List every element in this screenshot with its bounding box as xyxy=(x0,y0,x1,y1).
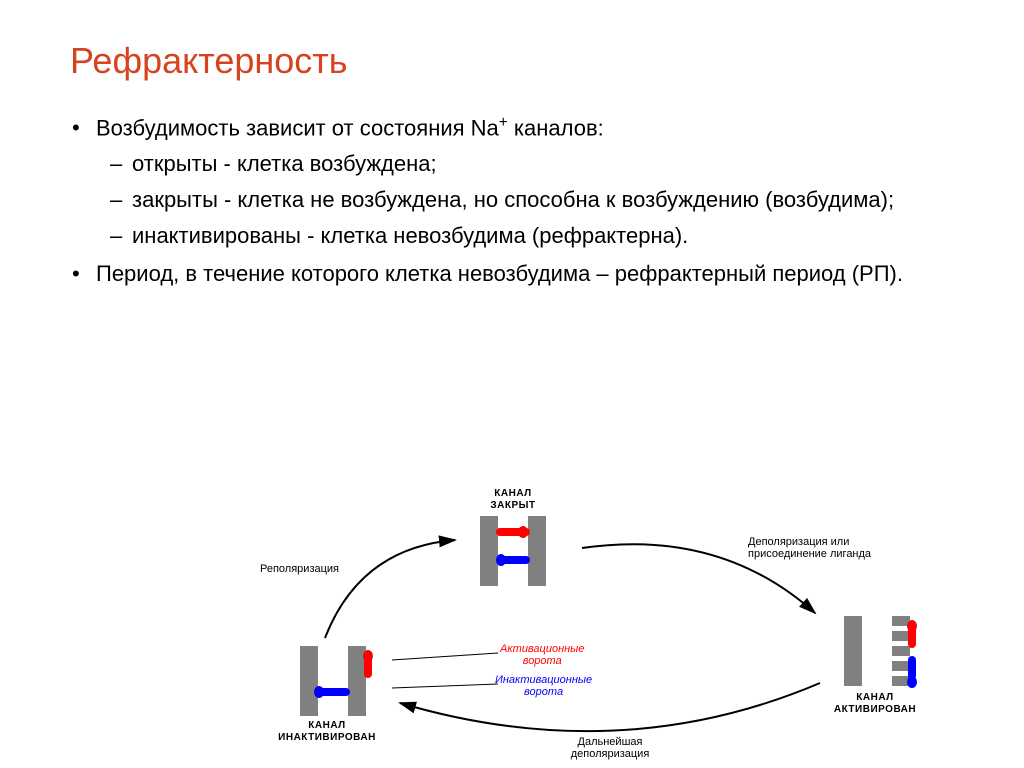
label-further-depolar: Дальнейшаядеполяризация xyxy=(540,736,680,760)
slide-content: Возбудимость зависит от состояния Na+ ка… xyxy=(60,112,964,290)
bullet-2: Период, в течение которого клетка невозб… xyxy=(96,258,964,290)
channel-cycle-diagram: КАНАЛЗАКРЫТ КАНАЛИНАКТИВИРОВАН xyxy=(0,488,1024,768)
label-depolarization: Деполяризация илиприсоединение лиганда xyxy=(748,536,908,560)
label-repolarization: Реполяризация xyxy=(260,563,339,575)
label-closed: КАНАЛЗАКРЫТ xyxy=(468,488,558,511)
channel-closed xyxy=(458,516,568,586)
slide-title: Рефрактерность xyxy=(60,40,964,82)
bullet-1-text-pre: Возбудимость зависит от состояния Na xyxy=(96,115,499,140)
bullet-1-sup: + xyxy=(499,114,508,131)
bullet-1: Возбудимость зависит от состояния Na+ ка… xyxy=(96,112,964,252)
bullet-1-text-post: каналов: xyxy=(508,115,604,140)
channel-inactivated xyxy=(278,646,388,716)
slide: Рефрактерность Возбудимость зависит от с… xyxy=(0,0,1024,768)
bullet-1c: инактивированы - клетка невозбудима (реф… xyxy=(132,220,964,252)
label-inactivated: КАНАЛИНАКТИВИРОВАН xyxy=(252,720,402,743)
label-activation-gate: Активационныеворота xyxy=(500,643,584,667)
bullet-1a: открыты - клетка возбуждена; xyxy=(132,148,964,180)
label-activated: КАНАЛАКТИВИРОВАН xyxy=(800,692,950,715)
label-inactivation-gate: Инактивационныеворота xyxy=(495,674,592,698)
bullet-1b: закрыты - клетка не возбуждена, но спосо… xyxy=(132,184,964,216)
channel-activated xyxy=(822,616,932,686)
